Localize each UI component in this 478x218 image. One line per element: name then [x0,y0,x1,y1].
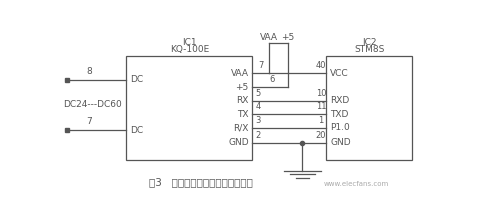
Text: DC: DC [130,126,143,135]
Text: P1.0: P1.0 [330,123,350,132]
Text: 2: 2 [255,131,261,140]
Text: VCC: VCC [330,69,349,78]
Text: +5: +5 [236,83,249,92]
Text: 8: 8 [87,67,92,76]
Bar [326,56,412,160]
Text: TX: TX [237,110,249,119]
Text: 6: 6 [269,75,274,84]
Text: 11: 11 [315,102,326,111]
Text: 3: 3 [255,116,261,125]
Text: 4: 4 [255,102,261,111]
Text: GND: GND [228,138,249,147]
Text: RX: RX [236,96,249,105]
Text: GND: GND [330,138,351,147]
Text: IC2: IC2 [362,38,376,47]
Text: 20: 20 [315,131,326,140]
Text: 7: 7 [258,61,263,70]
Text: +5: +5 [281,33,294,42]
Text: IC1: IC1 [182,38,197,47]
Text: 10: 10 [315,89,326,98]
Bar [126,56,252,160]
Text: 40: 40 [315,61,326,70]
Text: www.elecfans.com: www.elecfans.com [324,181,389,187]
Text: KQ-100E: KQ-100E [170,45,209,54]
Text: 1: 1 [318,116,324,125]
Text: VAA: VAA [231,69,249,78]
Text: 图3   单片机与载波模块的接口电路: 图3 单片机与载波模块的接口电路 [149,177,252,187]
Text: R/X: R/X [233,123,249,132]
Text: STM8S: STM8S [354,45,384,54]
Text: TXD: TXD [330,110,348,119]
Text: 5: 5 [255,89,261,98]
Text: RXD: RXD [330,96,349,105]
Text: DC: DC [130,75,143,84]
Text: 7: 7 [87,117,92,126]
Text: VAA: VAA [260,33,278,42]
Text: DC24---DC60: DC24---DC60 [64,100,122,109]
